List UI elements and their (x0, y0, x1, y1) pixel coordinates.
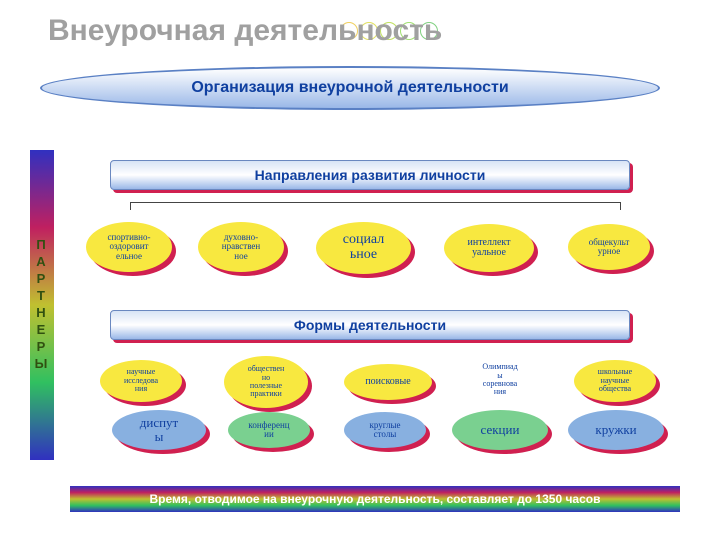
bracket-1 (130, 202, 620, 203)
form-top-bubble: научныеисследования (100, 360, 182, 402)
partner-letter: Р (37, 271, 48, 288)
partner-letter: Т (37, 288, 47, 305)
section-bar-forms-text: Формы деятельности (294, 317, 446, 333)
section-bar-forms: Формы деятельности (110, 310, 630, 340)
partner-letter: Ы (35, 356, 50, 373)
direction-bubble: спортивно-оздоровительное (86, 222, 172, 272)
partner-bar: ПАРТНЕРЫ (30, 150, 54, 460)
form-top-bubble: поисковые (344, 364, 432, 400)
direction-bubble: социальное (316, 222, 411, 274)
section-bar-directions-text: Направления развития личности (255, 167, 486, 183)
partner-letter: А (36, 254, 47, 271)
main-oval-text: Организация внеурочной деятельности (191, 79, 508, 97)
main-oval: Организация внеурочной деятельности (40, 66, 660, 110)
direction-bubble: общекультурное (568, 224, 650, 270)
partner-letter: П (36, 237, 47, 254)
partner-letter: Е (37, 322, 48, 339)
form-bottom-bubble: кружки (568, 410, 664, 450)
form-bottom-bubble: круглыестолы (344, 412, 426, 448)
bottom-bar-text: Время, отводимое на внеурочную деятельно… (150, 492, 601, 506)
form-bottom-bubble: секции (452, 410, 548, 450)
bracket-1-left (130, 202, 131, 210)
partner-letter: Р (37, 339, 48, 356)
page-title: Внеурочная деятельность (48, 14, 442, 48)
form-top-bubble: Олимпиадысоревнования (458, 356, 542, 404)
form-bottom-bubble: конференции (228, 412, 310, 448)
direction-bubble: духовно-нравственное (198, 222, 284, 272)
section-bar-directions: Направления развития личности (110, 160, 630, 190)
bottom-bar: Время, отводимое на внеурочную деятельно… (70, 486, 680, 512)
partner-letter: Н (36, 305, 47, 322)
bracket-1-right (620, 202, 621, 210)
form-top-bubble: школьныенаучныеобщества (574, 360, 656, 402)
direction-bubble: интеллектуальное (444, 224, 534, 272)
form-bottom-bubble: диспуты (112, 410, 206, 450)
form-top-bubble: общественнополезныепрактики (224, 356, 308, 408)
